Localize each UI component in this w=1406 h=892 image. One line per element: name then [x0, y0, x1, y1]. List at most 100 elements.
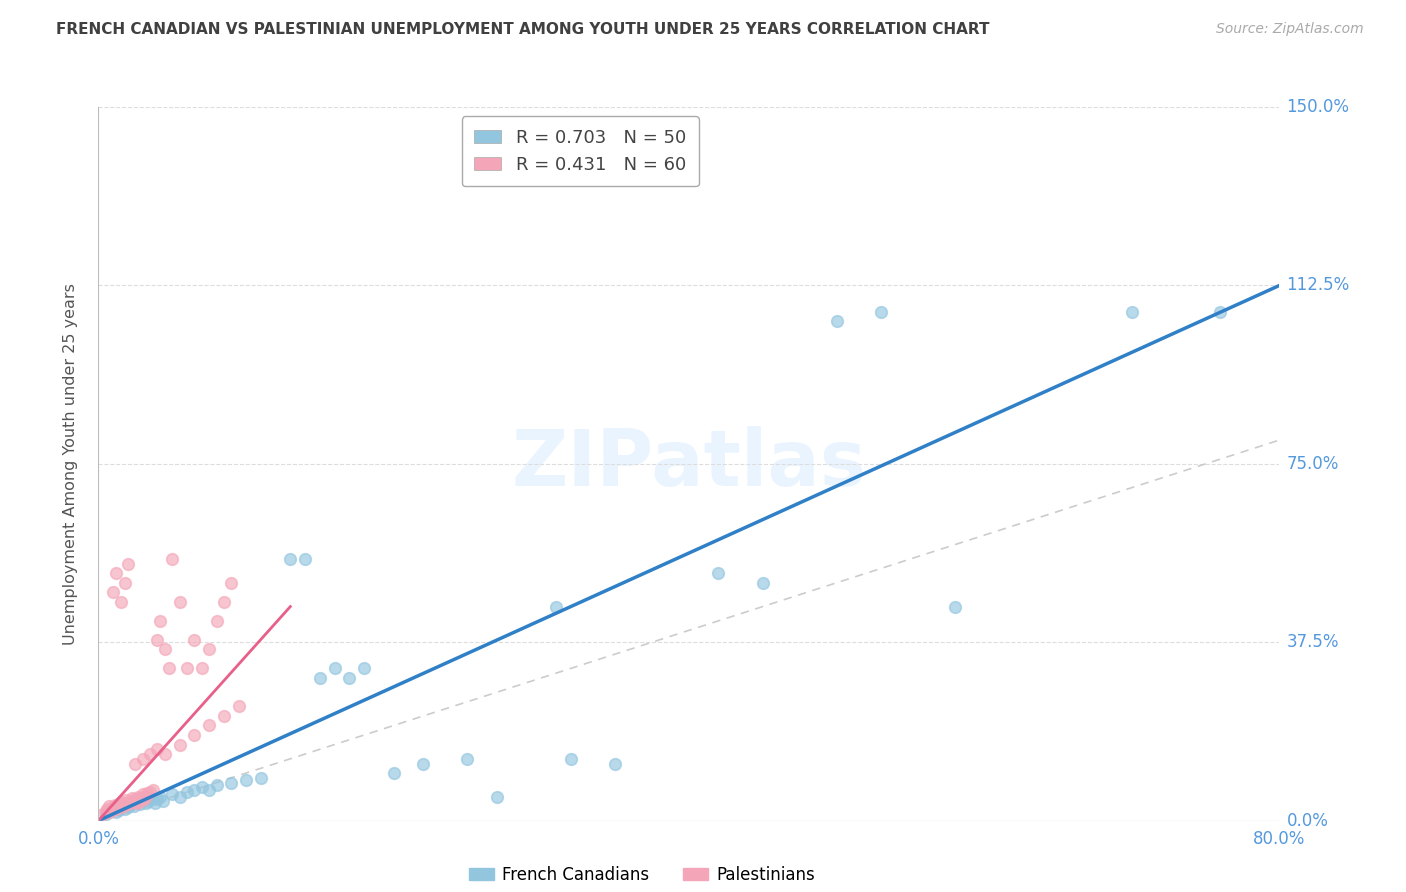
Point — [129, 790, 152, 805]
Point — [153, 747, 176, 761]
Point — [105, 805, 128, 819]
Point — [825, 314, 848, 328]
Point — [118, 796, 141, 810]
Point — [114, 575, 136, 590]
Point — [107, 799, 129, 814]
Point — [560, 752, 582, 766]
Text: 75.0%: 75.0% — [1286, 455, 1339, 473]
Point — [114, 802, 136, 816]
Text: FRENCH CANADIAN VS PALESTINIAN UNEMPLOYMENT AMONG YOUTH UNDER 25 YEARS CORRELATI: FRENCH CANADIAN VS PALESTINIAN UNEMPLOYM… — [56, 22, 990, 37]
Point — [124, 756, 146, 771]
Point — [117, 797, 139, 811]
Point — [96, 802, 118, 816]
Point — [146, 792, 169, 806]
Point — [142, 782, 165, 797]
Point — [135, 796, 157, 810]
Text: Source: ZipAtlas.com: Source: ZipAtlas.com — [1216, 22, 1364, 37]
Point — [212, 709, 235, 723]
Point — [98, 805, 121, 819]
Point — [183, 632, 205, 647]
Point — [219, 575, 242, 590]
Point — [869, 304, 891, 318]
Point — [205, 614, 228, 628]
Point — [100, 803, 122, 817]
Point — [117, 800, 139, 814]
Point — [205, 778, 228, 792]
Point — [149, 614, 172, 628]
Point — [337, 671, 360, 685]
Point — [250, 771, 273, 785]
Point — [169, 789, 191, 804]
Point — [105, 802, 128, 816]
Point — [169, 738, 191, 752]
Point — [183, 728, 205, 742]
Text: ZIPatlas: ZIPatlas — [512, 425, 866, 502]
Point — [153, 642, 176, 657]
Point — [132, 792, 155, 806]
Point — [135, 789, 157, 803]
Point — [139, 747, 162, 761]
Point — [544, 599, 567, 614]
Point — [198, 642, 221, 657]
Point — [228, 699, 250, 714]
Point — [157, 661, 180, 675]
Point — [751, 575, 773, 590]
Point — [198, 782, 221, 797]
Point — [212, 595, 235, 609]
Point — [456, 752, 478, 766]
Point — [122, 799, 145, 814]
Point — [94, 806, 117, 821]
Point — [146, 632, 169, 647]
Point — [191, 780, 214, 795]
Point — [103, 800, 125, 814]
Point — [412, 756, 434, 771]
Point — [183, 782, 205, 797]
Point — [605, 756, 627, 771]
Point — [382, 766, 405, 780]
Point — [353, 661, 375, 675]
Point — [114, 796, 136, 810]
Point — [323, 661, 346, 675]
Point — [294, 552, 316, 566]
Point — [149, 789, 172, 804]
Point — [219, 775, 242, 789]
Point — [122, 795, 145, 809]
Point — [108, 797, 131, 811]
Point — [486, 789, 509, 804]
Point — [169, 595, 191, 609]
Point — [110, 795, 132, 809]
Point — [125, 796, 148, 810]
Point — [104, 798, 127, 813]
Point — [117, 557, 139, 571]
Point — [120, 797, 142, 811]
Point — [128, 797, 150, 811]
Point — [112, 797, 135, 812]
Text: 0.0%: 0.0% — [1286, 812, 1329, 830]
Point — [162, 788, 183, 802]
Point — [143, 796, 166, 810]
Point — [125, 795, 148, 809]
Point — [98, 804, 121, 818]
Point — [152, 794, 174, 808]
Point — [115, 793, 138, 807]
Point — [139, 785, 162, 799]
Point — [111, 799, 134, 814]
Legend: French Canadians, Palestinians: French Canadians, Palestinians — [463, 860, 821, 891]
Point — [176, 785, 198, 799]
Point — [127, 789, 149, 804]
Point — [146, 742, 169, 756]
Point — [1209, 304, 1232, 318]
Point — [97, 799, 120, 814]
Point — [235, 773, 257, 788]
Point — [176, 661, 198, 675]
Point — [110, 595, 132, 609]
Point — [128, 794, 150, 808]
Point — [278, 552, 302, 566]
Point — [707, 566, 730, 581]
Point — [141, 790, 163, 805]
Point — [105, 566, 128, 581]
Point — [198, 718, 221, 732]
Point — [134, 792, 156, 806]
Point — [191, 661, 214, 675]
Point — [108, 803, 131, 817]
